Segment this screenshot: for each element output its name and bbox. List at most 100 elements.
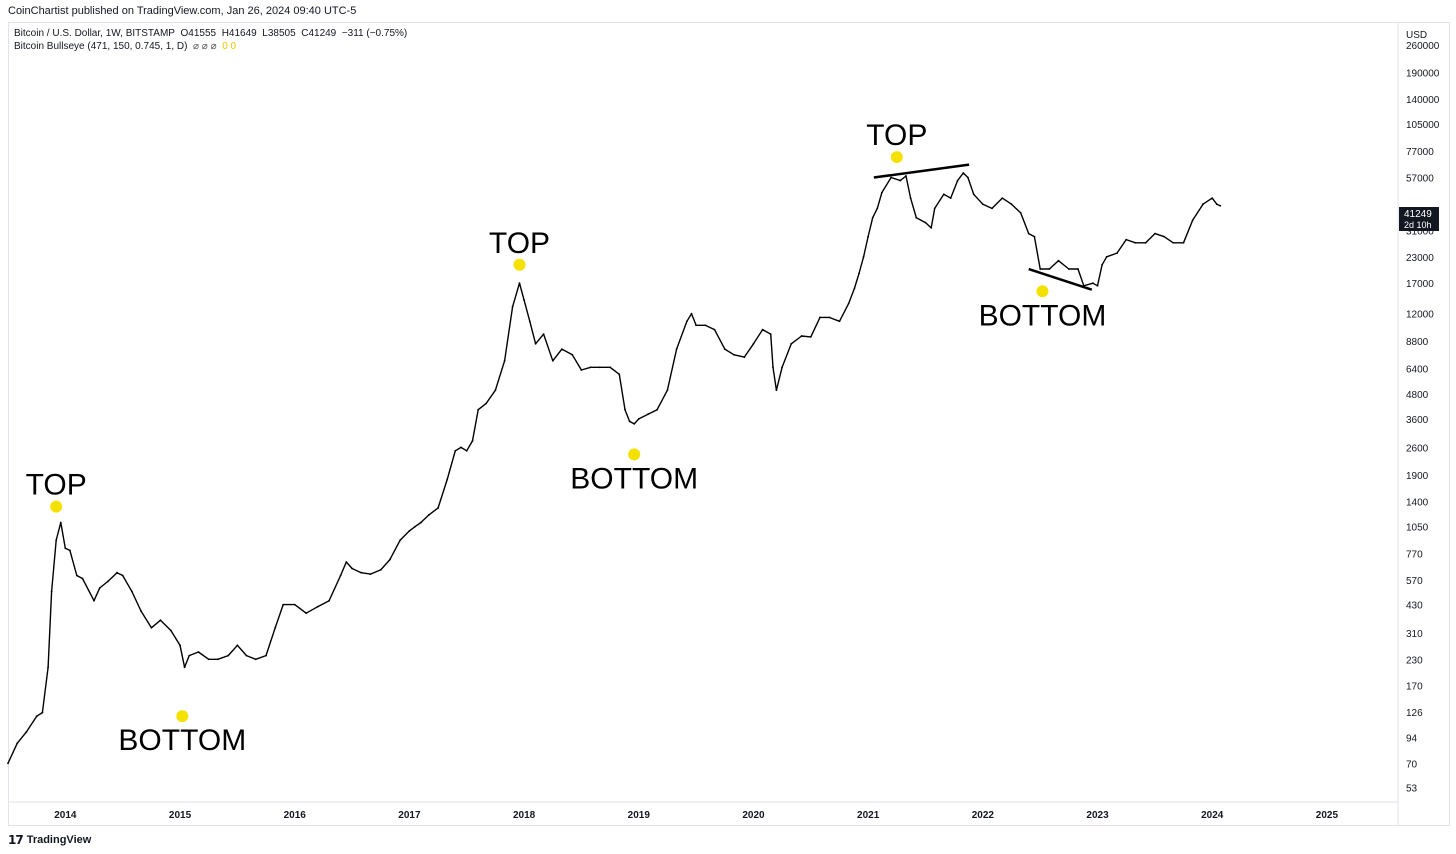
price-point bbox=[1101, 263, 1103, 266]
price-point bbox=[265, 654, 267, 657]
price-point bbox=[942, 193, 945, 196]
price-point bbox=[420, 521, 422, 524]
time-tick-label: 2020 bbox=[742, 810, 765, 821]
price-point bbox=[236, 644, 239, 647]
price-tick-label: 17000 bbox=[1406, 279, 1434, 290]
ohlc-open: O41555 bbox=[180, 28, 217, 39]
price-tick-label: 1900 bbox=[1406, 471, 1429, 482]
price-point bbox=[909, 197, 912, 200]
symbol-legend: Bitcoin / U.S. Dollar, 1W, BITSTAMP O415… bbox=[14, 28, 407, 39]
price-point bbox=[713, 328, 716, 331]
price-point bbox=[905, 175, 907, 177]
tradingview-brand: TradingView bbox=[26, 834, 92, 846]
price-point bbox=[217, 658, 219, 661]
tradingview-icon: 17 bbox=[8, 833, 24, 847]
price-point bbox=[389, 558, 391, 561]
price-point bbox=[339, 574, 342, 577]
price-point bbox=[853, 287, 856, 290]
price-point bbox=[1077, 268, 1079, 270]
signal-marker bbox=[50, 500, 63, 513]
symbol-name[interactable]: Bitcoin / U.S. Dollar, 1W, BITSTAMP bbox=[14, 28, 175, 39]
time-tick-label: 2019 bbox=[628, 810, 651, 821]
price-point bbox=[121, 574, 124, 577]
price-point bbox=[686, 320, 688, 323]
price-tick-label: 3600 bbox=[1406, 415, 1429, 426]
price-series-layer bbox=[7, 172, 1222, 765]
price-point bbox=[245, 654, 248, 657]
trendline bbox=[873, 163, 970, 179]
price-point bbox=[75, 574, 78, 577]
price-point bbox=[949, 197, 952, 200]
price-point bbox=[47, 666, 49, 669]
price-point bbox=[571, 353, 574, 356]
ohlc-close: C41249 bbox=[301, 28, 337, 39]
chart-frame bbox=[8, 22, 1450, 826]
price-point bbox=[1048, 268, 1051, 270]
ohlc-high: H41649 bbox=[221, 28, 257, 39]
time-tick-label: 2025 bbox=[1316, 810, 1339, 821]
signal-marker bbox=[1036, 285, 1049, 298]
price-point bbox=[781, 366, 783, 369]
time-axis: 2014 2015 2016 2017 2018 2019 2020 2021 2022 2023… bbox=[54, 810, 1338, 821]
price-tick-label: 12000 bbox=[1406, 310, 1434, 321]
price-point bbox=[534, 342, 537, 345]
price-point bbox=[1154, 232, 1156, 235]
price-point bbox=[1125, 238, 1128, 241]
price-point bbox=[881, 191, 883, 194]
price-point bbox=[523, 299, 525, 302]
price-tick-label: 126 bbox=[1406, 708, 1423, 719]
annotation-layer: TOP BOTTOM TOP BOTTOM TOP BOTTOM bbox=[26, 119, 1107, 757]
price-point bbox=[55, 539, 58, 541]
price-point bbox=[179, 644, 181, 647]
price-point bbox=[930, 227, 933, 229]
price-point bbox=[656, 408, 658, 411]
price-point bbox=[408, 530, 411, 532]
price-point bbox=[972, 193, 975, 196]
price-point bbox=[41, 711, 44, 714]
price-point bbox=[197, 651, 200, 653]
price-point bbox=[16, 742, 19, 745]
price-point bbox=[743, 356, 746, 358]
price-point bbox=[131, 590, 133, 593]
trendline-layer bbox=[873, 163, 1093, 291]
signal-marker bbox=[176, 710, 189, 723]
price-point bbox=[1134, 241, 1137, 244]
price-point bbox=[1039, 268, 1042, 270]
price-point bbox=[633, 423, 636, 425]
indicator-name[interactable]: Bitcoin Bullseye (471, 150, 0.745, 1, D) bbox=[14, 41, 188, 52]
price-point bbox=[1096, 284, 1099, 287]
price-point bbox=[580, 369, 583, 371]
price-point bbox=[933, 207, 936, 210]
price-point bbox=[207, 658, 210, 661]
time-tick-label: 2015 bbox=[169, 810, 192, 821]
price-tick-label: 6400 bbox=[1406, 365, 1429, 376]
price-point bbox=[485, 402, 488, 405]
price-point bbox=[624, 408, 626, 411]
price-tick-label: 170 bbox=[1406, 682, 1423, 693]
price-point bbox=[752, 342, 755, 345]
published-by-line: CoinChartist published on TradingView.co… bbox=[8, 5, 357, 17]
price-point bbox=[1010, 203, 1013, 206]
price-point bbox=[503, 359, 506, 362]
price-point bbox=[305, 612, 308, 615]
indicator-flags: ⌀ ⌀ ⌀ bbox=[193, 41, 217, 52]
price-point bbox=[345, 561, 348, 563]
tradingview-logo[interactable]: 17 TradingView bbox=[8, 833, 91, 847]
price-point bbox=[460, 446, 462, 449]
price-point bbox=[1219, 204, 1222, 207]
time-tick-label: 2024 bbox=[1201, 810, 1224, 821]
ohlc-low: L38505 bbox=[262, 28, 296, 39]
last-price-value: 41249 bbox=[1404, 209, 1432, 220]
price-point bbox=[1116, 252, 1118, 255]
price-point bbox=[666, 389, 669, 392]
price-point bbox=[140, 610, 142, 612]
price-tick-label: 77000 bbox=[1406, 147, 1434, 158]
signal-marker bbox=[628, 448, 641, 461]
price-point bbox=[64, 547, 67, 550]
price-point bbox=[1215, 203, 1218, 206]
price-point bbox=[618, 373, 621, 376]
price-point bbox=[695, 324, 697, 327]
price-point bbox=[772, 366, 774, 369]
signal-marker bbox=[890, 151, 903, 164]
